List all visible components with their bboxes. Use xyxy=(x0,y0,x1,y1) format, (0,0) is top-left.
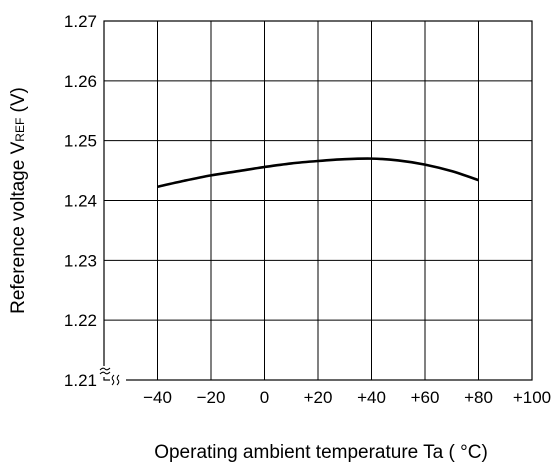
x-axis-break-mark-left xyxy=(111,374,115,386)
x-axis-title: Operating ambient temperature Ta ( °C) xyxy=(154,442,488,463)
y-axis-break-gap xyxy=(101,366,107,377)
x-tick-label: +20 xyxy=(304,388,333,407)
series-group xyxy=(157,157,479,189)
y-axis-break-mark-bottom xyxy=(99,371,111,375)
x-tick-label: +100 xyxy=(513,388,551,407)
series-line-0 xyxy=(157,157,479,189)
y-tick-label: 1.24 xyxy=(64,192,97,211)
x-tick-label: 0 xyxy=(260,388,269,407)
x-tick-label: +60 xyxy=(411,388,440,407)
y-tick-label: 1.22 xyxy=(64,311,97,330)
y-tick-label: 1.21 xyxy=(64,371,97,390)
x-axis-break-mark-right xyxy=(116,374,120,386)
y-axis-break-mark-top xyxy=(99,367,111,371)
y-axis-title: Reference voltage VREF (V) xyxy=(8,87,29,314)
grid xyxy=(104,21,532,380)
x-tick-label: +40 xyxy=(357,388,386,407)
x-tick-label: −20 xyxy=(197,388,226,407)
y-tick-label: 1.26 xyxy=(64,72,97,91)
y-tick-label: 1.27 xyxy=(64,12,97,31)
x-tick-label: +80 xyxy=(464,388,493,407)
plot-frame xyxy=(103,20,533,381)
x-tick-labels: −40 −20 0 +20 +40 +60 +80 +100 xyxy=(143,388,551,407)
axis-break-marks xyxy=(99,366,126,386)
y-axis-title-unit: (V) xyxy=(8,87,29,118)
y-axis-title-subscript: REF xyxy=(13,118,27,142)
y-tick-label: 1.25 xyxy=(64,132,97,151)
y-tick-labels: 1.21 1.22 1.23 1.24 1.25 1.26 1.27 xyxy=(64,12,97,390)
y-tick-label: 1.23 xyxy=(64,251,97,270)
y-axis-title-main: Reference voltage V xyxy=(8,141,29,313)
x-tick-label: −40 xyxy=(143,388,172,407)
